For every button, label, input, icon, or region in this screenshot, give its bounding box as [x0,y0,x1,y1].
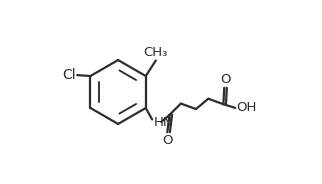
Text: OH: OH [237,101,257,114]
Text: O: O [162,134,173,147]
Text: HN: HN [154,116,174,129]
Text: Cl: Cl [62,68,75,82]
Text: O: O [220,73,231,86]
Text: CH₃: CH₃ [143,46,167,59]
